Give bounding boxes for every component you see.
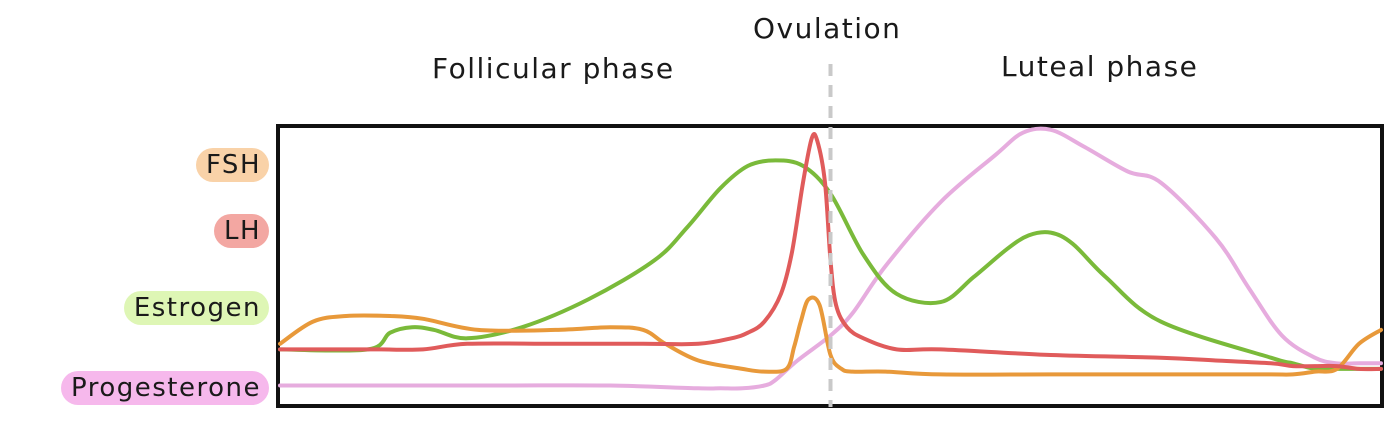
legend-fsh: FSH — [195, 148, 269, 182]
estrogen-line — [278, 158, 1383, 372]
ovulation-label: Ovulation — [753, 12, 902, 45]
fsh-line — [278, 295, 1383, 377]
follicular-phase-label: Follicular phase — [432, 52, 675, 85]
legend-estrogen: Estrogen — [123, 291, 269, 325]
luteal-phase-label: Luteal phase — [1001, 50, 1199, 83]
legend-lh: LH — [213, 214, 269, 248]
progesterone-line — [278, 126, 1383, 391]
legend-progesterone: Progesterone — [61, 371, 269, 405]
lh-line — [278, 132, 1383, 372]
